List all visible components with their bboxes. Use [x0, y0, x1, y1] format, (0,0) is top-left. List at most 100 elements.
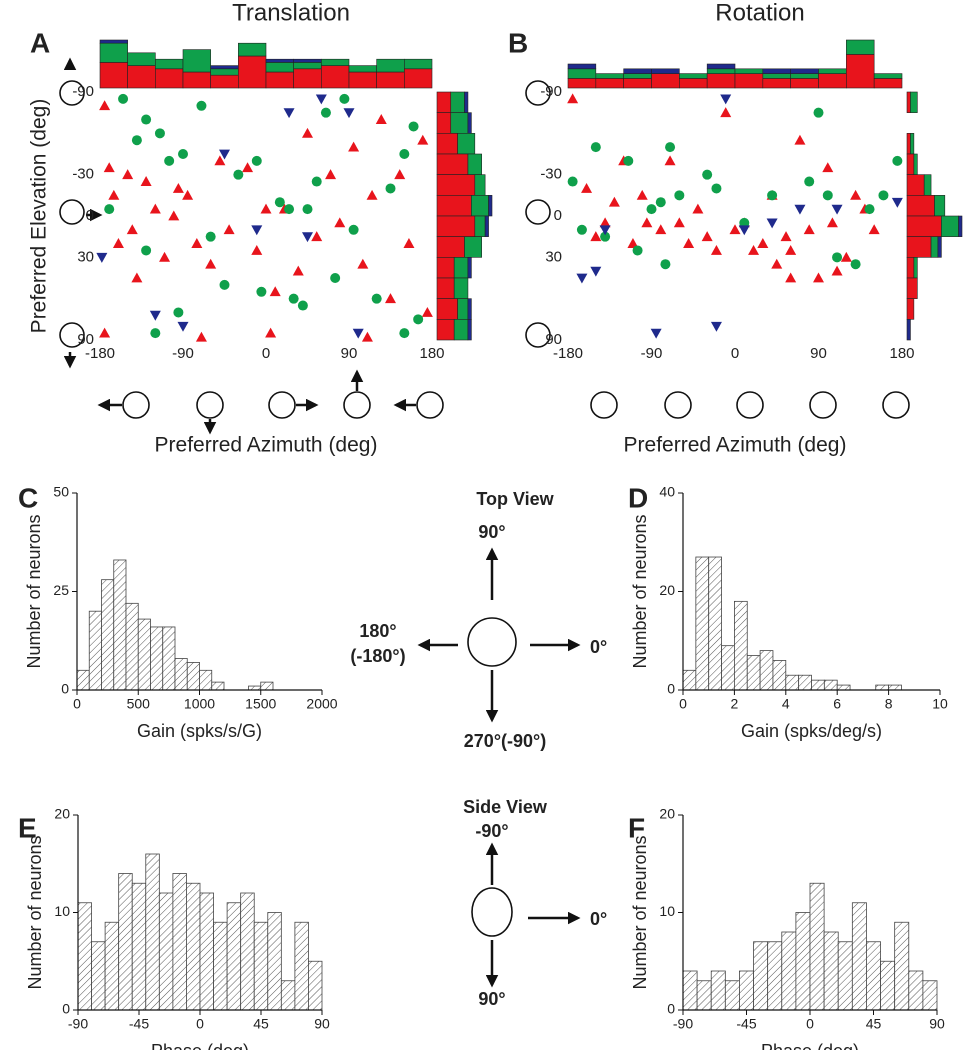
marginal-bar	[906, 215, 942, 237]
point	[794, 204, 806, 215]
marginal-bar	[436, 319, 455, 341]
bar	[682, 669, 697, 691]
point	[729, 224, 741, 235]
marginal-bar	[734, 68, 764, 74]
marginal-bar	[818, 73, 847, 89]
point	[366, 189, 378, 200]
marginal-bar	[846, 39, 875, 55]
x-axis-label: Phase (deg)	[151, 1041, 249, 1050]
point	[219, 149, 230, 160]
point	[288, 293, 299, 304]
point	[567, 93, 579, 104]
point	[302, 204, 313, 215]
bar	[125, 602, 139, 691]
point	[567, 176, 578, 187]
bar	[746, 655, 761, 691]
point	[140, 176, 152, 186]
x-tick-label: -180	[85, 345, 115, 362]
point	[822, 162, 834, 173]
marginal-bar	[873, 73, 903, 79]
marginal-bar	[467, 112, 472, 134]
bar	[772, 660, 787, 691]
point	[803, 224, 815, 235]
point	[112, 238, 124, 248]
bar	[101, 579, 115, 691]
bar	[77, 902, 92, 1011]
marginal-bar	[450, 112, 469, 134]
y-tick-label: 40	[659, 484, 675, 500]
marginal-bar	[651, 68, 680, 74]
y-tick-label: 90	[77, 331, 94, 348]
point	[632, 245, 643, 256]
point	[131, 272, 143, 283]
marginal-bar	[910, 91, 918, 113]
point	[330, 273, 341, 283]
bar	[809, 882, 825, 1011]
bar	[682, 970, 698, 1011]
marginal-bar	[910, 133, 915, 155]
point	[403, 238, 415, 248]
point	[251, 155, 262, 166]
marginal-bar	[958, 215, 963, 237]
point	[256, 286, 267, 297]
bar	[240, 892, 255, 1011]
marginal-bar	[623, 73, 652, 79]
marginal-bar	[293, 58, 322, 63]
bar	[696, 980, 712, 1011]
marginal-bar	[436, 133, 458, 155]
point	[399, 149, 410, 159]
point	[600, 231, 611, 242]
marginal-bar	[265, 58, 294, 63]
x-tick-label: 0	[679, 696, 687, 712]
point	[348, 224, 359, 235]
point	[103, 162, 115, 173]
bar	[150, 626, 164, 691]
point	[674, 190, 685, 201]
point	[274, 197, 285, 208]
point	[260, 203, 272, 214]
point	[832, 252, 843, 263]
marginal-bar	[453, 277, 469, 299]
marginal-bar	[467, 153, 482, 175]
point	[339, 93, 350, 104]
marginal-bar	[923, 174, 932, 196]
point	[173, 307, 184, 318]
point	[868, 224, 880, 235]
y-tick-label: 90	[545, 331, 562, 348]
panel-label: A	[30, 27, 50, 58]
point	[738, 225, 750, 236]
bar	[186, 882, 201, 1011]
point	[149, 310, 161, 321]
point	[348, 141, 360, 152]
y-tick-label: 30	[545, 248, 562, 265]
bar	[199, 669, 213, 691]
y-tick-label: -90	[540, 83, 562, 100]
bar	[908, 970, 924, 1011]
marginal-bar	[238, 42, 267, 57]
marginal-bar	[238, 55, 267, 89]
direction-label: 180°	[359, 621, 396, 641]
marginal-bar	[99, 42, 128, 63]
point	[302, 127, 313, 138]
point	[813, 272, 824, 283]
bar	[759, 650, 774, 691]
x-tick-label: 8	[885, 696, 893, 712]
marginal-bar	[450, 91, 465, 113]
marginal-bar	[906, 236, 932, 258]
x-tick-label: 0	[731, 345, 739, 362]
point	[850, 259, 861, 270]
marginal-bar	[127, 65, 156, 89]
x-tick-label: 90	[341, 345, 358, 362]
marginal-bar	[467, 319, 472, 341]
point	[302, 232, 313, 243]
bar	[739, 970, 754, 1011]
point	[385, 293, 396, 304]
bar	[695, 556, 710, 691]
point	[878, 190, 889, 201]
point	[118, 93, 129, 104]
marginal-bar	[651, 73, 680, 89]
point	[284, 204, 295, 215]
marginal-bar	[404, 58, 433, 70]
marginal-bar	[679, 78, 708, 89]
point	[599, 217, 611, 228]
